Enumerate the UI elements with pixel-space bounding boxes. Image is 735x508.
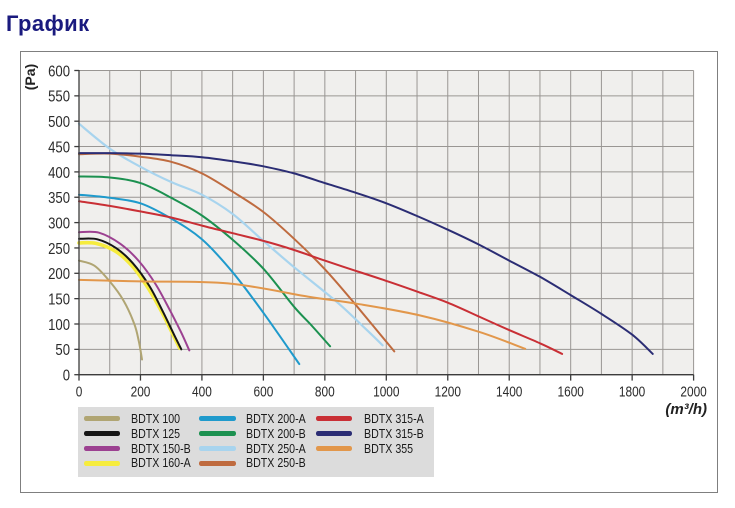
svg-text:1000: 1000 [373, 385, 399, 401]
svg-text:1800: 1800 [619, 385, 645, 401]
svg-text:(Pa): (Pa) [22, 64, 38, 90]
svg-text:1400: 1400 [496, 385, 522, 401]
svg-text:1200: 1200 [435, 385, 461, 401]
svg-text:0: 0 [63, 368, 70, 385]
svg-text:600: 600 [48, 63, 70, 80]
svg-text:400: 400 [192, 385, 212, 401]
svg-text:250: 250 [48, 241, 70, 258]
svg-text:2000: 2000 [680, 385, 706, 401]
svg-text:550: 550 [48, 89, 70, 106]
svg-text:200: 200 [131, 385, 151, 401]
svg-text:1600: 1600 [558, 385, 584, 401]
svg-text:300: 300 [48, 216, 70, 233]
svg-text:150: 150 [48, 292, 70, 309]
svg-text:(m³/h): (m³/h) [665, 401, 707, 418]
svg-text:500: 500 [48, 114, 70, 131]
svg-text:50: 50 [55, 342, 70, 359]
svg-text:0: 0 [76, 385, 83, 401]
svg-text:400: 400 [48, 165, 70, 182]
svg-text:200: 200 [48, 266, 70, 283]
svg-text:600: 600 [254, 385, 274, 401]
svg-text:100: 100 [48, 317, 70, 334]
svg-text:800: 800 [315, 385, 335, 401]
svg-text:450: 450 [48, 139, 70, 156]
svg-text:350: 350 [48, 190, 70, 207]
